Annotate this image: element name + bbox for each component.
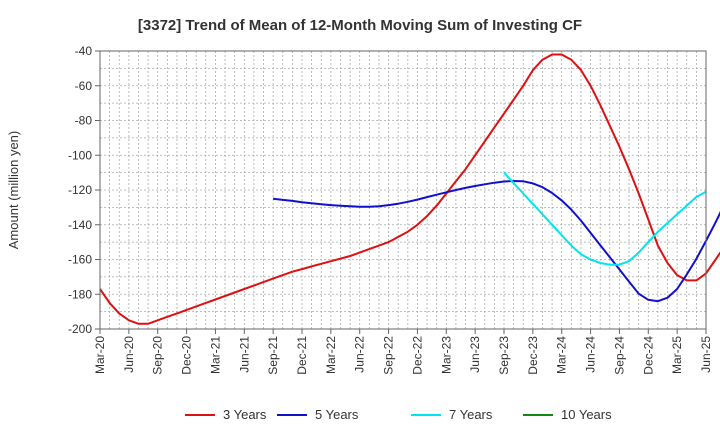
x-tick-label: Jun-25 (699, 336, 713, 373)
x-tick-label: Sep-20 (151, 336, 165, 375)
series-line-7-years (503, 171, 707, 266)
x-tick-label: Jun-20 (122, 336, 136, 373)
y-tick-label: -200 (68, 322, 92, 336)
x-tick-label: Mar-23 (439, 336, 453, 374)
series-line-5-years (272, 180, 720, 303)
x-tick-label: Dec-20 (180, 336, 194, 375)
x-tick-label: Sep-22 (382, 336, 396, 375)
x-tick-label: Mar-20 (93, 336, 107, 374)
y-axis-label: Amount (million yen) (6, 131, 21, 250)
series-line-3-years (99, 53, 720, 325)
x-tick-label: Jun-23 (468, 336, 482, 373)
x-tick-label: Mar-22 (324, 336, 338, 374)
legend-label: 7 Years (449, 407, 493, 422)
legend-label: 5 Years (315, 407, 359, 422)
x-tick-label: Dec-22 (410, 336, 424, 375)
y-tick-label: -140 (68, 218, 92, 232)
legend-label: 10 Years (561, 407, 612, 422)
series-lines (99, 53, 720, 325)
plot-area (100, 51, 706, 329)
x-tick-label: Dec-23 (526, 336, 540, 375)
x-tick-label: Jun-24 (584, 336, 598, 373)
y-axis-ticks: -40 -60 -80 -100 -120 -140 -160 -180 -200 (68, 44, 100, 336)
x-tick-label: Sep-21 (266, 336, 280, 375)
y-tick-label: -160 (68, 253, 92, 267)
legend: 3 Years 5 Years 7 Years 10 Years (185, 407, 612, 422)
x-tick-label: Sep-23 (497, 336, 511, 375)
x-tick-label: Mar-24 (555, 336, 569, 374)
x-tick-label: Mar-21 (208, 336, 222, 374)
legend-label: 3 Years (223, 407, 267, 422)
y-tick-label: -120 (68, 183, 92, 197)
x-tick-label: Sep-24 (612, 336, 626, 375)
y-tick-label: -100 (68, 148, 92, 162)
chart-title: [3372] Trend of Mean of 12-Month Moving … (138, 17, 582, 34)
y-tick-label: -40 (75, 44, 93, 58)
x-tick-label: Dec-21 (295, 336, 309, 375)
x-tick-label: Dec-24 (641, 336, 655, 375)
x-tick-label: Jun-21 (237, 336, 251, 373)
y-tick-label: -60 (75, 79, 93, 93)
y-tick-label: -180 (68, 287, 92, 301)
grid-lines (100, 51, 706, 329)
x-tick-label: Mar-25 (670, 336, 684, 374)
x-axis-ticks: Mar-20 Jun-20 Sep-20 Dec-20 Mar-21 Jun-21 Sep-… (93, 329, 713, 375)
y-tick-label: -80 (75, 114, 93, 128)
x-tick-label: Jun-22 (353, 336, 367, 373)
